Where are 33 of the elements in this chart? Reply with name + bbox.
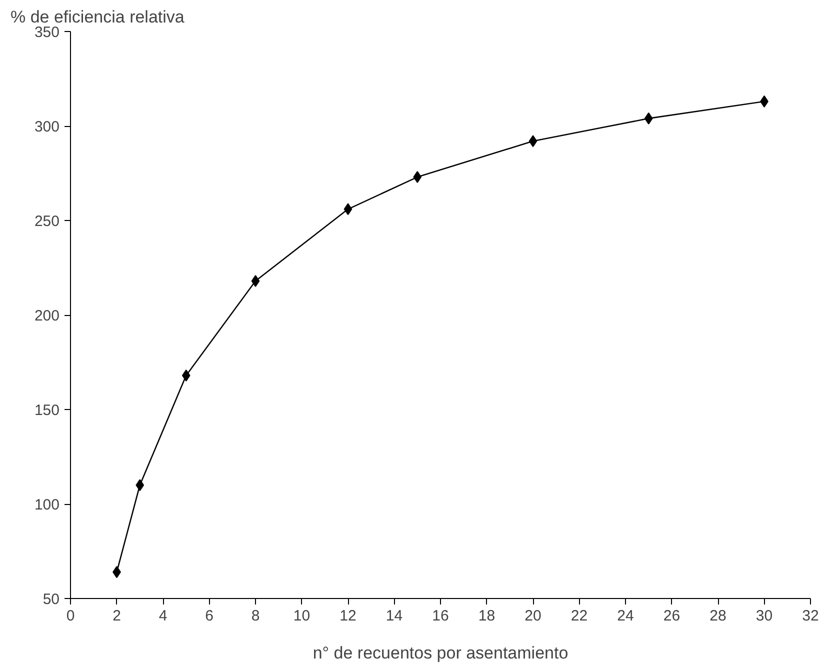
x-tick-label: 16	[432, 608, 449, 624]
x-tick-label: 22	[570, 608, 588, 624]
y-tick-label: 350	[34, 24, 60, 41]
x-tick-label: 30	[756, 608, 773, 624]
point	[182, 369, 190, 382]
y-tick-label: 200	[34, 308, 60, 324]
y-axis-title: % de eficiencia relativa	[10, 8, 185, 26]
point	[136, 479, 144, 492]
x-tick-label: 28	[710, 608, 726, 624]
point	[344, 203, 352, 216]
x-tick-label: 12	[340, 608, 356, 624]
x-tick-label: 10	[293, 608, 310, 624]
point	[528, 135, 538, 148]
y-tick-label: 50	[42, 591, 60, 608]
x-tick-label: 8	[251, 608, 260, 624]
y-tick-label: 150	[34, 402, 60, 419]
point	[413, 171, 422, 184]
x-tick-label: 6	[205, 608, 214, 624]
y-tick-label: 250	[34, 213, 60, 230]
x-tick-label: 14	[386, 608, 403, 624]
x-axis-title: n° de recuentos por asentamiento	[312, 644, 568, 662]
x-tick-label: 20	[524, 608, 542, 624]
x-tick-label: 26	[663, 608, 680, 624]
x-tick-label: 0	[66, 608, 75, 624]
x-tick-label: 18	[478, 608, 496, 624]
x-tick-label: 4	[158, 608, 168, 624]
x-tick-label: 32	[802, 608, 819, 624]
point	[644, 112, 653, 124]
point	[251, 274, 260, 287]
x-tick-label: 24	[617, 608, 634, 624]
y-tick-label: 100	[34, 496, 60, 514]
x-tick-label: 2	[112, 608, 121, 624]
y-tick-label: 300	[34, 118, 60, 136]
